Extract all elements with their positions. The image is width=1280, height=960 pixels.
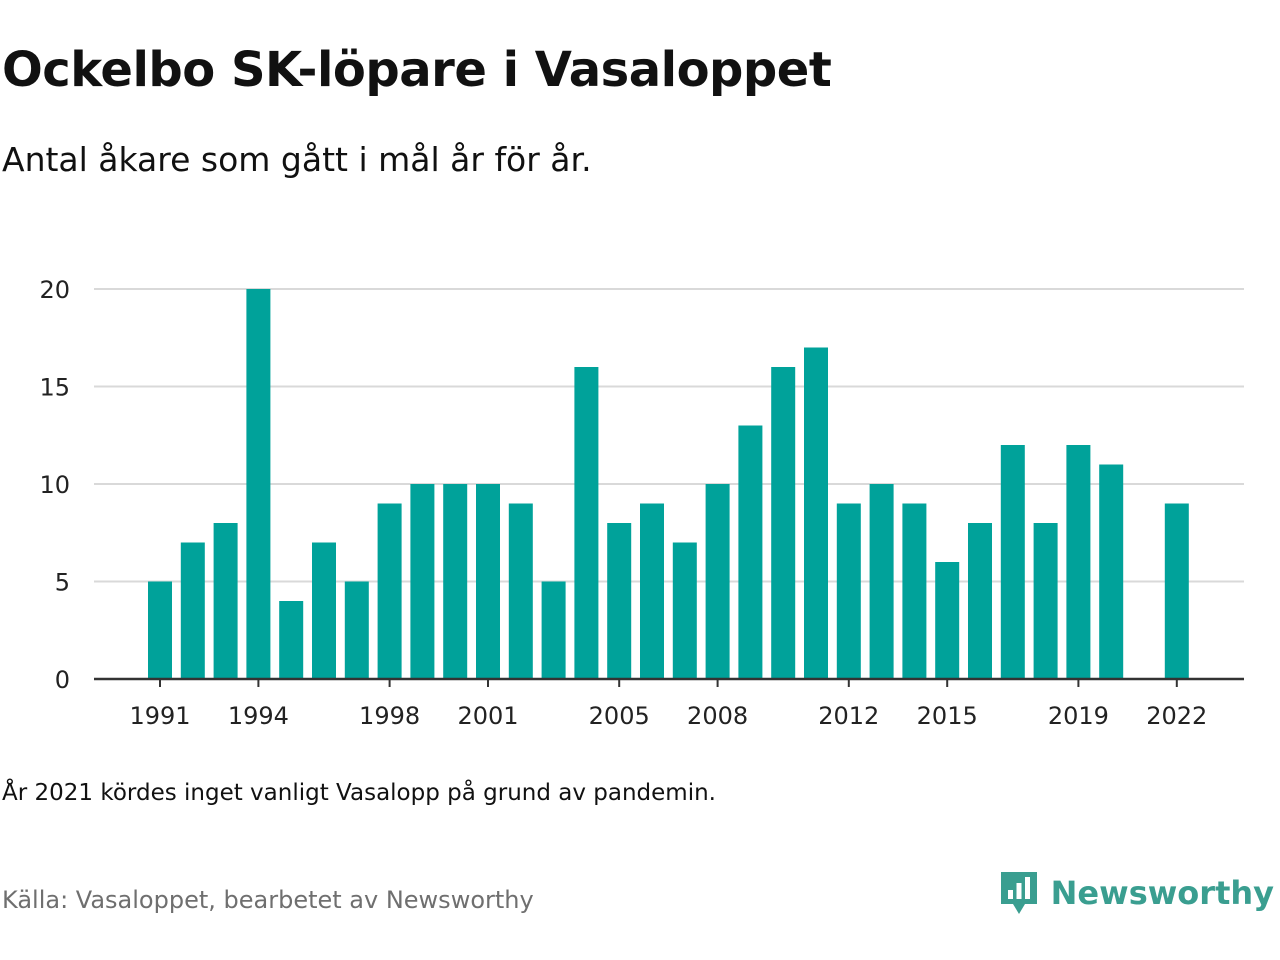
x-tick-label: 1998 bbox=[359, 702, 420, 730]
bar-1991 bbox=[148, 581, 172, 679]
bar-1992 bbox=[180, 542, 205, 679]
bar-1998 bbox=[377, 503, 402, 679]
bar-2022 bbox=[1164, 503, 1189, 679]
chart-subtitle: Antal åkare som gått i mål år för år. bbox=[2, 140, 592, 179]
chart-title: Ockelbo SK-löpare i Vasaloppet bbox=[2, 42, 832, 98]
bar-2003 bbox=[541, 581, 566, 679]
bar-2018 bbox=[1033, 523, 1058, 679]
bar-1999 bbox=[410, 484, 435, 679]
bar-1993 bbox=[213, 523, 238, 679]
bar-2000 bbox=[443, 484, 468, 679]
bar-2013 bbox=[869, 484, 894, 679]
bar-2004 bbox=[574, 367, 599, 679]
newsworthy-logo-icon bbox=[1000, 872, 1037, 914]
bar-chart: 0 5 10 15 20 1991 1994 1998 2001 2005 2008 2012 2015… bbox=[39, 276, 1244, 730]
bar-2008 bbox=[705, 484, 730, 679]
footnote: År 2021 kördes inget vanligt Vasalopp på… bbox=[2, 780, 716, 806]
bar-2010 bbox=[771, 367, 796, 679]
bar-2015 bbox=[935, 562, 960, 679]
x-tick-label: 1991 bbox=[129, 702, 190, 730]
bar-2007 bbox=[672, 542, 697, 679]
bar-2009 bbox=[738, 425, 763, 679]
x-tick-label: 2015 bbox=[917, 702, 978, 730]
x-tick-label: 2001 bbox=[457, 702, 518, 730]
bar-2002 bbox=[508, 503, 533, 679]
bar-2005 bbox=[607, 523, 632, 679]
x-tick-label: 2008 bbox=[687, 702, 748, 730]
bar-2017 bbox=[1000, 445, 1025, 679]
x-tick-label: 2019 bbox=[1048, 702, 1109, 730]
brand-name: Newsworthy bbox=[1050, 874, 1274, 912]
y-tick-label: 0 bbox=[55, 666, 70, 694]
y-tick-label: 5 bbox=[55, 569, 70, 597]
bar-1996 bbox=[312, 542, 336, 679]
x-tick-label: 2012 bbox=[818, 702, 879, 730]
x-tick-label: 1994 bbox=[228, 702, 289, 730]
x-tick-label: 2005 bbox=[589, 702, 650, 730]
bar-2014 bbox=[902, 503, 927, 679]
bar-2016 bbox=[968, 523, 992, 679]
bar-1994 bbox=[246, 289, 271, 679]
bar-2011 bbox=[804, 347, 828, 679]
bar-1995 bbox=[279, 601, 304, 679]
brand-logo[interactable]: Newsworthy bbox=[999, 868, 1274, 918]
bar-2001 bbox=[476, 484, 500, 679]
y-tick-label: 10 bbox=[39, 471, 70, 499]
bar-2019 bbox=[1066, 445, 1091, 679]
bar-1997 bbox=[344, 581, 369, 679]
y-tick-label: 20 bbox=[39, 276, 70, 304]
bar-2012 bbox=[836, 503, 861, 679]
source-text: Källa: Vasaloppet, bearbetet av Newswort… bbox=[2, 886, 534, 914]
bar-2020 bbox=[1099, 464, 1124, 679]
y-tick-label: 15 bbox=[39, 374, 70, 402]
x-tick-label: 2022 bbox=[1146, 702, 1207, 730]
bar-2006 bbox=[640, 503, 664, 679]
